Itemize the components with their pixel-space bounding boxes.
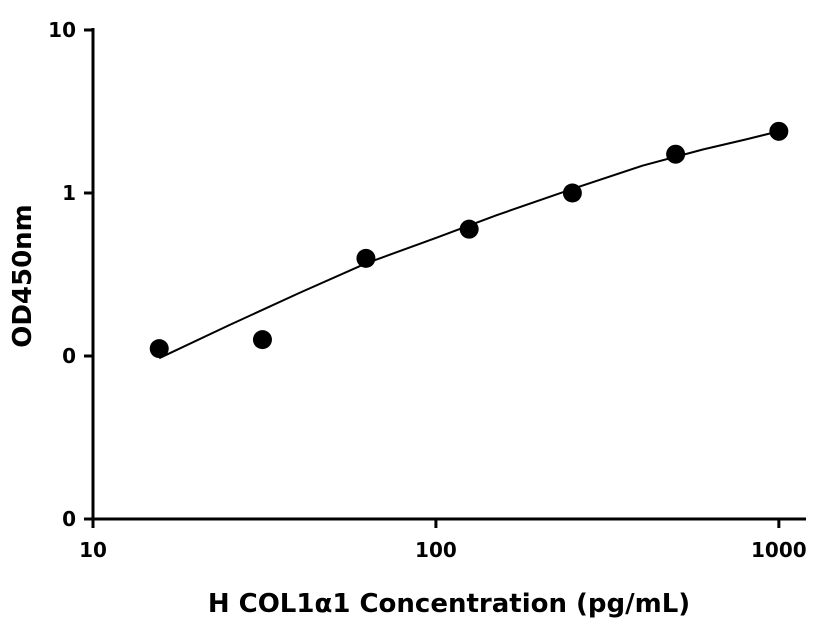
- y-tick-label-0: 0: [62, 507, 76, 531]
- data-point-2: [356, 248, 376, 268]
- fit-curve-group: [158, 130, 780, 360]
- x-tick-label-0: 10: [79, 538, 107, 562]
- data-point-5: [666, 144, 686, 164]
- y-tick-label-3: 10: [48, 18, 76, 42]
- y-axis-title: OD450nm: [8, 204, 38, 348]
- data-point-4: [562, 183, 582, 203]
- data-points: [149, 121, 789, 359]
- data-point-6: [769, 121, 789, 141]
- fit-curve: [158, 130, 780, 360]
- y-tick-label-1: 0: [62, 344, 76, 368]
- axis-labels: H COL1α1 Concentration (pg/mL) OD450nm: [8, 204, 690, 619]
- axes: 10 100 1000 0 0 1 10: [48, 18, 807, 562]
- y-tick-label-2: 1: [62, 181, 76, 205]
- data-point-1: [252, 330, 272, 350]
- data-point-0: [149, 339, 169, 359]
- x-tick-label-2: 1000: [751, 538, 807, 562]
- x-tick-label-1: 100: [415, 538, 457, 562]
- x-axis-title: H COL1α1 Concentration (pg/mL): [208, 589, 690, 619]
- data-point-3: [459, 219, 479, 239]
